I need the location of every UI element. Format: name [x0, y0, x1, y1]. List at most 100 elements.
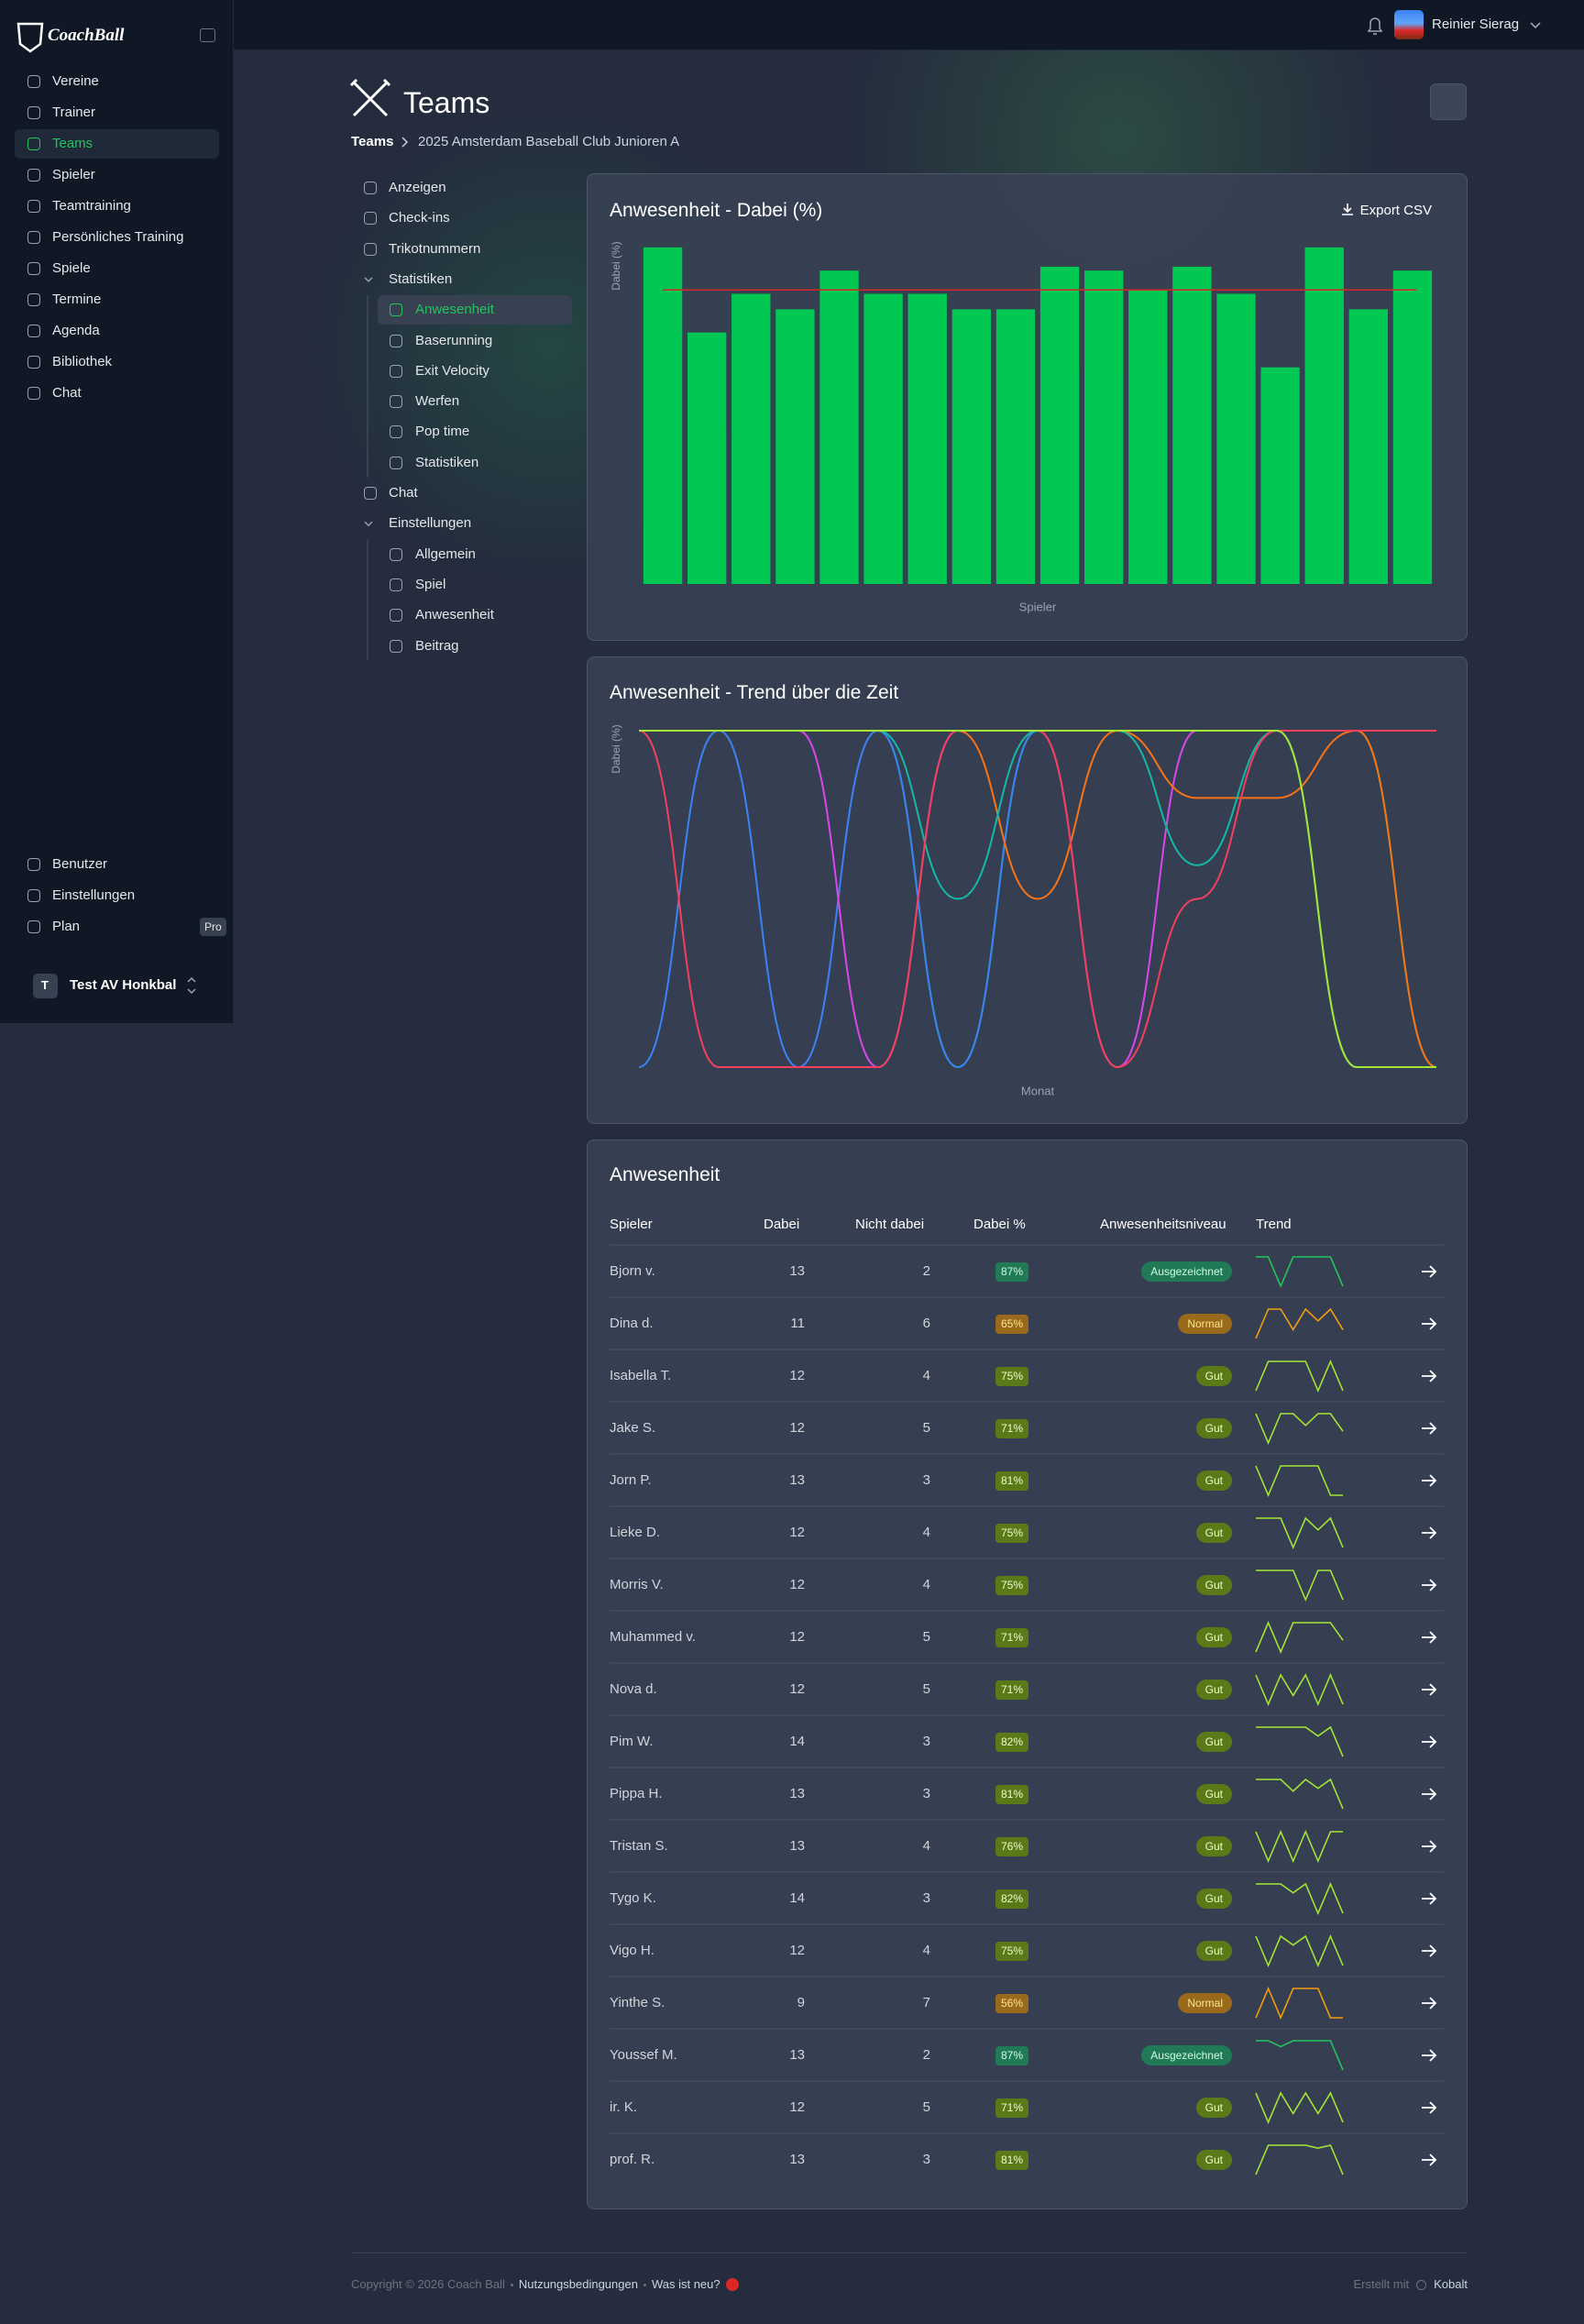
cell-player: Morris V. [610, 1575, 664, 1595]
subnav-item[interactable]: Werfen [415, 391, 459, 412]
nav-icon[interactable] [390, 335, 402, 347]
level-badge: Gut [1196, 2150, 1232, 2170]
breadcrumb-separator [402, 138, 407, 147]
nav-icon[interactable] [364, 212, 377, 225]
subnav-item[interactable]: Chat [389, 483, 418, 503]
subnav-item[interactable]: Anwesenheit [415, 300, 494, 320]
column-header: Spieler [610, 1215, 653, 1235]
subnav-item[interactable]: Anwesenheit [415, 605, 494, 625]
subnav-item[interactable]: Allgemein [415, 545, 476, 565]
breadcrumb-link[interactable]: Teams [351, 132, 393, 152]
collapse-button[interactable] [200, 28, 215, 42]
nav-icon[interactable] [390, 395, 402, 408]
cell-absent: 4 [923, 1523, 930, 1543]
nav-item[interactable]: Vereine [52, 72, 99, 92]
nav-item[interactable]: Trainer [52, 103, 95, 123]
nav-item[interactable]: Chat [52, 383, 82, 403]
nav-item[interactable]: Benutzer [52, 854, 107, 875]
subnav-item[interactable]: Anzeigen [389, 178, 446, 198]
card [587, 173, 1468, 641]
export-button[interactable]: Export CSV [1360, 201, 1432, 221]
level-badge: Gut [1196, 1523, 1232, 1543]
nav-icon[interactable] [28, 858, 40, 871]
subnav-item[interactable]: Spiel [415, 575, 446, 595]
pct-badge: 87% [996, 2046, 1028, 2065]
nav-icon[interactable] [28, 356, 40, 369]
cell-present: 13 [789, 1261, 805, 1282]
share-button[interactable] [1430, 83, 1467, 120]
nav-icon[interactable] [28, 169, 40, 182]
subnav-item[interactable]: Statistiken [389, 270, 452, 290]
heart-icon [1416, 2280, 1426, 2290]
nav-icon[interactable] [28, 889, 40, 902]
brand-name: CoachBall [48, 26, 124, 46]
nav-item[interactable]: Teams [52, 134, 93, 154]
footer-right: Erstellt mitKobalt [1353, 2274, 1468, 2295]
nav-icon[interactable] [28, 325, 40, 337]
footer-link[interactable]: Nutzungsbedingungen [519, 2274, 638, 2295]
nav-item[interactable]: Teamtraining [52, 196, 131, 216]
subnav-item[interactable]: Statistiken [415, 453, 478, 473]
cell-present: 12 [789, 1575, 805, 1595]
subnav-item[interactable]: Baserunning [415, 331, 492, 351]
user-avatar[interactable] [1394, 10, 1424, 39]
nav-item[interactable]: Persönliches Training [52, 227, 183, 248]
cell-present: 14 [789, 1889, 805, 1909]
cell-absent: 5 [923, 2098, 930, 2118]
level-badge: Gut [1196, 1366, 1232, 1386]
nav-icon[interactable] [28, 200, 40, 213]
nav-icon[interactable] [364, 243, 377, 256]
footer-link[interactable]: Was ist neu? [652, 2274, 720, 2295]
nav-item[interactable]: Agenda [52, 321, 100, 341]
cell-player: Dina d. [610, 1314, 654, 1334]
nav-icon[interactable] [390, 365, 402, 378]
nav-icon[interactable] [28, 138, 40, 150]
nav-icon[interactable] [390, 578, 402, 591]
subnav-item[interactable]: Pop time [415, 422, 469, 442]
team-name[interactable]: Test AV Honkbal [70, 975, 176, 996]
nav-icon[interactable] [390, 548, 402, 561]
nav-item[interactable]: Bibliothek [52, 352, 112, 372]
cell-absent: 7 [923, 1993, 930, 2013]
subnav-item[interactable]: Einstellungen [389, 513, 471, 534]
nav-icon[interactable] [28, 231, 40, 244]
nav-icon[interactable] [390, 303, 402, 316]
nav-icon[interactable] [28, 387, 40, 400]
cell-player: ir. K. [610, 2098, 637, 2118]
footer-separator [644, 2284, 646, 2286]
subnav-item[interactable]: Trikotnummern [389, 239, 480, 259]
nav-icon[interactable] [28, 920, 40, 933]
level-badge: Gut [1196, 1732, 1232, 1752]
subnav-item[interactable]: Check-ins [389, 208, 450, 228]
nav-icon[interactable] [390, 640, 402, 653]
nav-icon[interactable] [28, 293, 40, 306]
column-header: Dabei [764, 1215, 799, 1235]
cell-player: Yinthe S. [610, 1993, 665, 2013]
nav-icon[interactable] [28, 106, 40, 119]
cell-present: 14 [789, 1732, 805, 1752]
cell-player: Tygo K. [610, 1889, 656, 1909]
subnav-chevron [365, 278, 372, 281]
nav-icon[interactable] [28, 75, 40, 88]
nav-icon[interactable] [28, 262, 40, 275]
nav-item[interactable]: Einstellungen [52, 886, 135, 906]
pct-badge: 75% [996, 1942, 1028, 1961]
nav-icon[interactable] [390, 609, 402, 622]
nav-icon[interactable] [390, 457, 402, 469]
cell-absent: 3 [923, 1889, 930, 1909]
nav-item[interactable]: Spieler [52, 165, 95, 185]
maker-link[interactable]: Kobalt [1434, 2274, 1468, 2295]
cell-absent: 5 [923, 1418, 930, 1438]
cell-absent: 3 [923, 2150, 930, 2170]
nav-item[interactable]: Spiele [52, 259, 91, 279]
nav-icon[interactable] [390, 425, 402, 438]
nav-item[interactable]: Termine [52, 290, 101, 310]
subnav-item[interactable]: Beitrag [415, 636, 459, 656]
nav-item[interactable]: Plan [52, 917, 80, 937]
nav-icon[interactable] [364, 487, 377, 500]
subnav-item[interactable]: Exit Velocity [415, 361, 490, 381]
nav-icon[interactable] [364, 182, 377, 194]
cell-player: Pippa H. [610, 1784, 663, 1804]
breadcrumb-current: 2025 Amsterdam Baseball Club Junioren A [418, 132, 679, 152]
user-name[interactable]: Reinier Sierag [1432, 15, 1519, 35]
